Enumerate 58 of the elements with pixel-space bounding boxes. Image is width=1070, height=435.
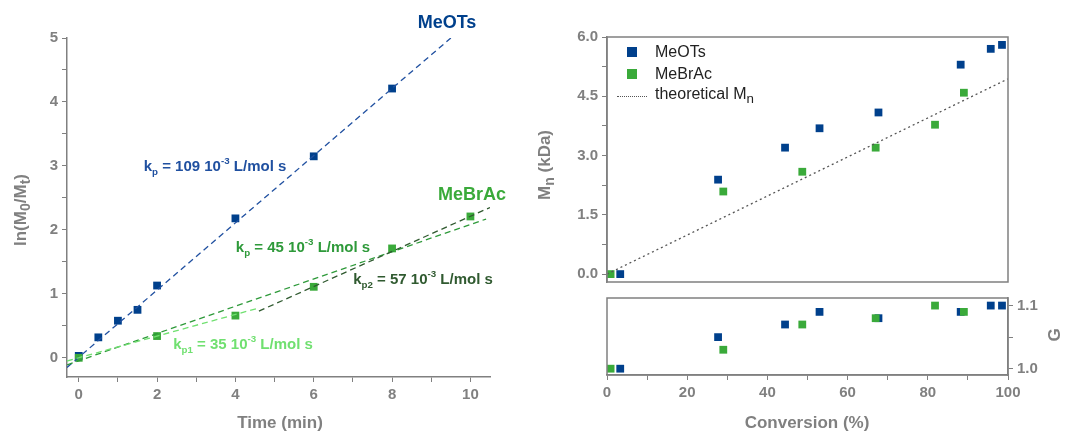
- x-tick-label: 0: [602, 383, 612, 401]
- point: [798, 167, 807, 176]
- point: [960, 88, 968, 97]
- point: [815, 124, 824, 133]
- legend-label: theoretical M$_{n}$: [655, 85, 755, 107]
- x-tick-label: 4: [231, 385, 241, 403]
- text: MeOTs: [417, 11, 477, 32]
- point: [986, 44, 995, 53]
- point: [781, 143, 789, 152]
- x-tick-label: 20: [678, 383, 696, 401]
- x-tick-label: 2: [152, 385, 162, 403]
- point: [616, 364, 625, 373]
- x-tick-label: 6: [309, 385, 318, 403]
- y2-tick-label: 1.1: [1017, 295, 1038, 313]
- point: [871, 143, 880, 152]
- point: [114, 316, 122, 325]
- y-tick-label: 6.0: [577, 27, 598, 45]
- point: [616, 270, 625, 278]
- point: [309, 282, 318, 291]
- point: [956, 60, 965, 69]
- x-tick-label: 40: [759, 383, 776, 401]
- point: [931, 120, 939, 129]
- x-tick-label: 8: [387, 385, 397, 403]
- point: [719, 187, 728, 196]
- point: [931, 301, 939, 310]
- point: [998, 41, 1006, 49]
- y-tick-label: 4.5: [577, 86, 598, 104]
- point: [998, 301, 1006, 310]
- legend-label: MeOTs: [655, 43, 706, 61]
- y2-axis-title: G: [1045, 328, 1065, 342]
- point: [986, 301, 995, 310]
- x-tick-label: 0: [74, 385, 83, 403]
- x-axis-title: Conversion (%): [744, 413, 870, 433]
- point: [781, 320, 789, 329]
- y-tick-label: 1.5: [577, 204, 598, 222]
- point: [94, 333, 103, 342]
- legend-label: MeBrAc: [655, 65, 712, 83]
- x-axis-title: Time (min): [237, 413, 323, 433]
- y-tick-label: 1: [49, 283, 58, 301]
- point: [714, 333, 722, 342]
- x-tick-label: 10: [462, 385, 479, 403]
- x-tick-label: 100: [995, 383, 1021, 401]
- series-label: MeBrAc: [437, 183, 507, 204]
- point: [960, 308, 968, 316]
- point: [719, 345, 728, 354]
- y-tick-label: 4: [49, 92, 59, 110]
- y-tick-label: 0: [49, 347, 58, 365]
- y-tick-label: 5: [49, 28, 58, 46]
- y-tick-label: 2: [49, 220, 58, 238]
- point: [798, 320, 807, 329]
- y-tick-label: 3: [49, 156, 58, 174]
- y2-tick-label: 1.0: [1017, 358, 1038, 376]
- y-tick-label: 3.0: [577, 145, 598, 163]
- y-tick-label: 0.0: [577, 264, 598, 282]
- x-tick-label: 60: [839, 383, 856, 401]
- point: [815, 308, 824, 316]
- point: [714, 175, 722, 184]
- x-tick-label: 80: [919, 383, 937, 401]
